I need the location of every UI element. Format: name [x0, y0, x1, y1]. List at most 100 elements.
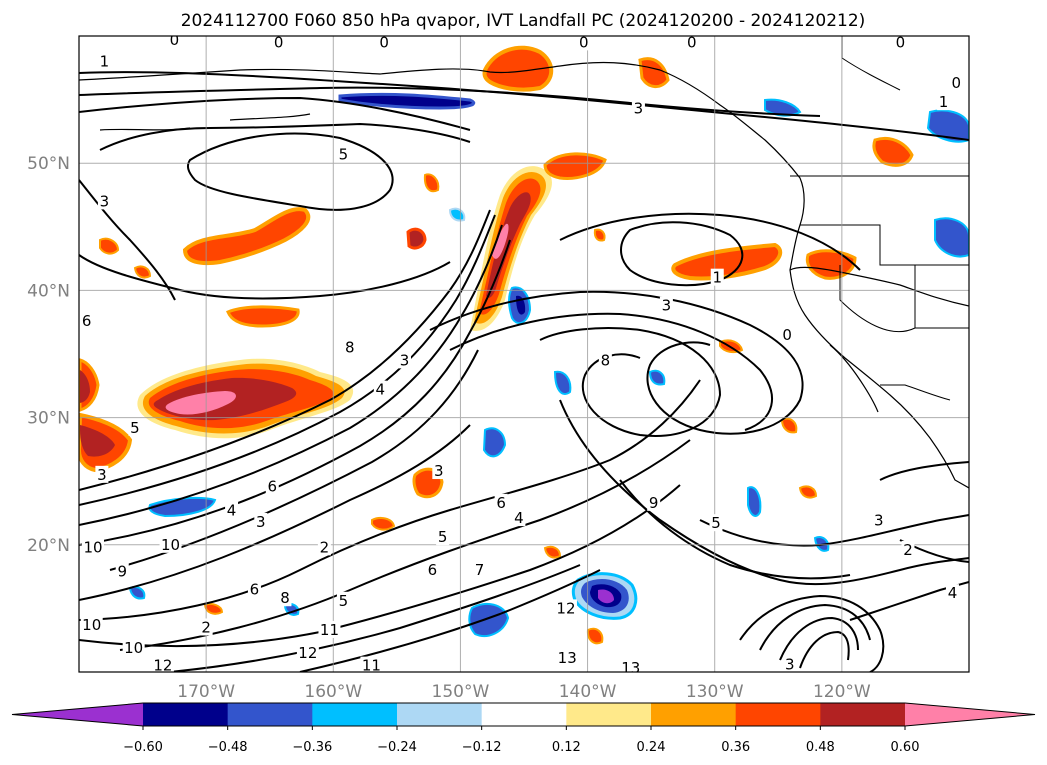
- contour-label: 10: [124, 639, 143, 657]
- contour-label-bg: [360, 656, 383, 672]
- contour-label: 3: [97, 466, 107, 484]
- contour-label: 1: [712, 269, 722, 287]
- contour-label: 0: [896, 33, 906, 51]
- contour-label-bg: [949, 74, 963, 92]
- contour-label-bg: [647, 493, 661, 511]
- contour-label: 0: [952, 74, 962, 92]
- contour-label-bg: [278, 589, 292, 607]
- contour-label: 6: [496, 494, 506, 512]
- colorbar-tick-label: −0.24: [377, 740, 417, 755]
- contour-label: 5: [438, 528, 448, 546]
- colorbar-swatch: [397, 703, 483, 726]
- contour-label: 3: [256, 513, 266, 531]
- colorbar-tick-label: 0.60: [891, 740, 920, 755]
- contour-label: 6: [428, 561, 438, 579]
- contour-label-bg: [710, 268, 724, 286]
- colorbar-tick-label: −0.60: [123, 740, 163, 755]
- contour-label-bg: [598, 351, 612, 369]
- contour-label-bg: [619, 659, 642, 672]
- colorbar-tick-label: 0.36: [721, 740, 750, 755]
- lon-tick-label: 120°W: [813, 682, 871, 702]
- contour-label: 4: [514, 509, 524, 527]
- lat-tick-label: 40°N: [27, 281, 70, 301]
- colorbar: −0.60 −0.48 −0.36 −0.24 −0.12 0.12 0.24 0.36 0.4…: [11, 702, 1036, 755]
- lat-tick-label: 30°N: [27, 409, 70, 429]
- contour-label-bg: [95, 465, 109, 483]
- contour-label: 5: [130, 419, 140, 437]
- contour-label-bg: [945, 584, 959, 602]
- chart-title: 2024112700 F060 850 hPa qvapor, IVT Land…: [181, 11, 866, 31]
- contour-label-bg: [556, 649, 579, 667]
- contour-label-bg: [631, 99, 645, 117]
- contour-label: 11: [362, 657, 381, 675]
- contour-label-bg: [425, 561, 439, 579]
- contour-label: 5: [711, 514, 721, 532]
- contour-label-bg: [512, 509, 526, 527]
- map-border: [78, 35, 970, 673]
- negative-anomaly-patches: [128, 92, 969, 637]
- lat-tick-label: 20°N: [27, 536, 70, 556]
- contour-label: 10: [161, 536, 180, 554]
- coastline: [79, 61, 969, 489]
- contour-label-bg: [937, 93, 951, 111]
- contour-label-bg: [783, 655, 797, 672]
- colorbar-tick-label: −0.36: [292, 740, 332, 755]
- contour-label-bg: [893, 36, 907, 51]
- contour-label: 9: [649, 494, 659, 512]
- contour-label-bg: [554, 599, 577, 617]
- contour-label: 3: [874, 512, 884, 530]
- contour-label: 3: [400, 351, 410, 369]
- contour-label: 5: [339, 592, 349, 610]
- contour-label: 4: [227, 501, 237, 519]
- contour-label-bg: [336, 145, 350, 163]
- contour-label-bg: [97, 192, 111, 210]
- colorbar-swatch: [143, 703, 229, 726]
- contour-label-bg: [709, 514, 723, 532]
- map-background: [79, 36, 969, 672]
- contour-label-bg: [318, 621, 341, 639]
- contour-label-bg: [225, 501, 239, 519]
- contour-label-bg: [685, 36, 699, 51]
- contour-label-bg: [254, 512, 268, 530]
- contour-label: 0: [687, 33, 697, 51]
- colorbar-swatch: [651, 703, 737, 726]
- contour-label-bg: [901, 540, 915, 558]
- contour-label-bg: [151, 656, 174, 672]
- contour-label-bg: [377, 36, 391, 51]
- contour-label: 0: [274, 33, 284, 51]
- contour-label: 10: [82, 616, 101, 634]
- colorbar-extend-low: [12, 703, 143, 726]
- contour-label-bg: [373, 380, 387, 398]
- contour-label: 8: [601, 351, 611, 369]
- contour-label: 12: [556, 599, 575, 617]
- colorbar-swatch: [227, 703, 313, 726]
- contour-label-bg: [473, 561, 486, 579]
- contour-label: 13: [558, 649, 577, 667]
- contour-label-bg: [199, 618, 213, 636]
- colorbar-swatch: [735, 703, 821, 726]
- contour-label: 3: [434, 462, 444, 480]
- contour-label: 7: [475, 561, 485, 579]
- contour-label: 3: [634, 100, 644, 118]
- colorbar-tick-label: 0.48: [806, 740, 835, 755]
- contour-label: 6: [267, 477, 277, 495]
- contour-label-bg: [115, 562, 129, 580]
- contour-label-bg: [296, 643, 319, 661]
- contour-label-bg: [122, 638, 145, 656]
- lat-tick-label: 50°N: [27, 154, 70, 174]
- contour-label: 0: [170, 31, 180, 49]
- contour-label: 4: [948, 584, 958, 602]
- colorbar-swatch: [820, 703, 906, 726]
- contour-label: 2: [903, 541, 913, 559]
- contour-label-bg: [247, 580, 261, 598]
- colorbar-swatch: [312, 703, 398, 726]
- contour-label-bg: [659, 296, 673, 314]
- contour-label: 0: [379, 33, 389, 51]
- contour-label-bg: [780, 325, 794, 343]
- contour-label-bg: [97, 52, 111, 70]
- contour-label-bg: [336, 591, 350, 609]
- lon-tick-label: 140°W: [559, 682, 617, 702]
- contour-label-bg: [343, 338, 357, 356]
